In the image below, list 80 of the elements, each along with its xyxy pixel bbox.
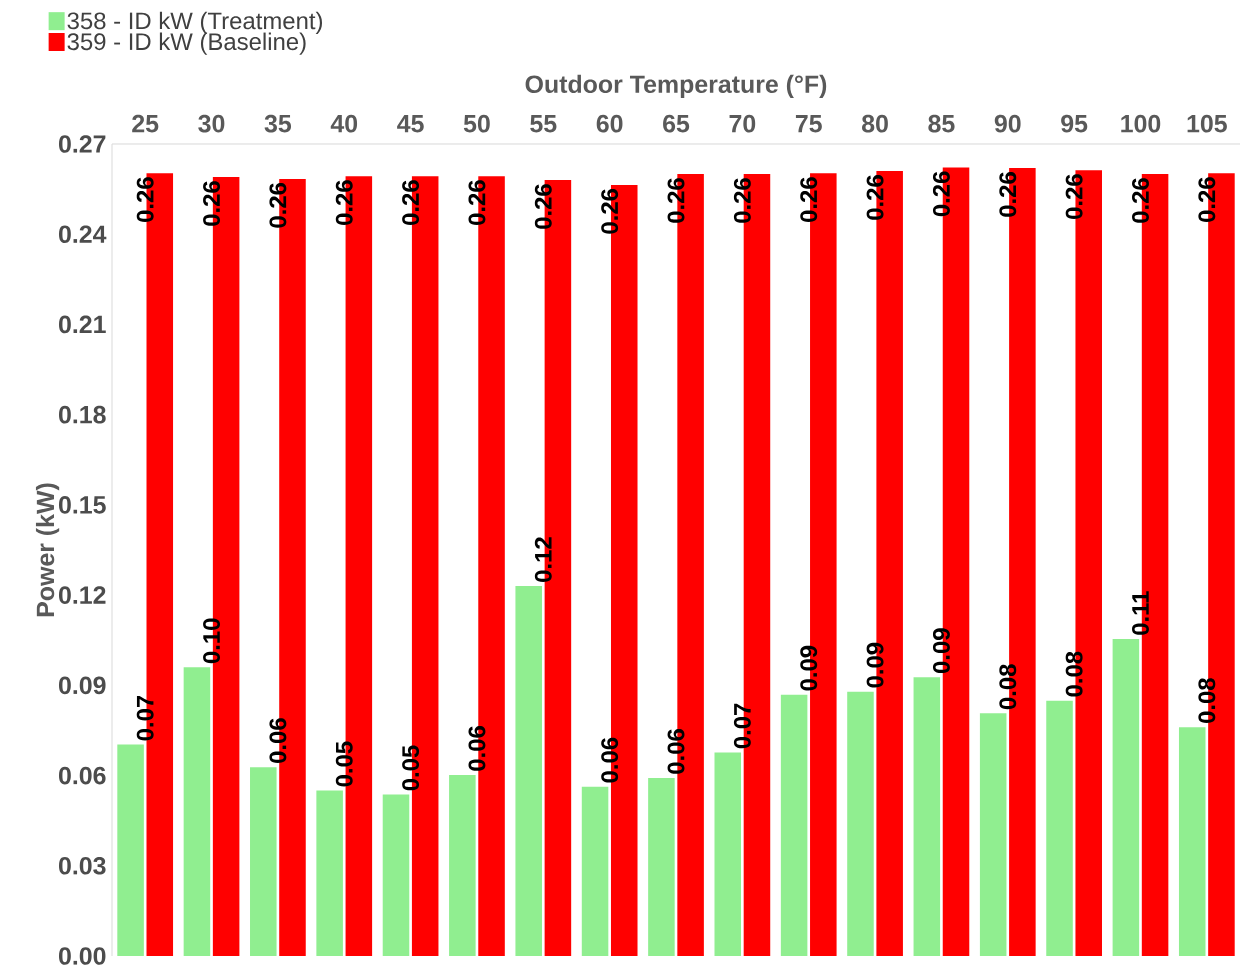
data-label: 0.06 (667, 729, 685, 774)
data-label: 0.09 (932, 628, 950, 674)
x-tick-label: 70 (729, 114, 756, 133)
y-tick-label: 0.03 (58, 856, 106, 875)
data-label: 0.26 (468, 180, 486, 225)
data-label: 0.12 (534, 537, 552, 582)
y-tick-label: 0.12 (58, 586, 106, 604)
data-label: 0.26 (1065, 174, 1083, 219)
data-label: 0.26 (866, 175, 884, 220)
bar (648, 777, 675, 956)
bar (117, 744, 144, 956)
y-axis-title: Power (kW) (35, 483, 60, 617)
data-label: 0.26 (269, 182, 287, 228)
bar (449, 774, 476, 956)
bar (780, 694, 808, 956)
data-label: 0.26 (1198, 177, 1216, 222)
data-label: 0.08 (1198, 678, 1216, 723)
x-tick-label: 100 (1121, 114, 1161, 133)
data-label: 0.26 (932, 171, 950, 217)
x-tick-label: 35 (264, 114, 292, 133)
x-tick-label: 75 (795, 115, 822, 133)
data-label: 0.07 (733, 703, 751, 749)
data-label: 0.26 (1132, 178, 1149, 223)
data-label: 0.26 (601, 188, 619, 234)
data-label: 0.08 (999, 664, 1017, 710)
data-label: 0.06 (601, 737, 619, 783)
y-tick-label: 0.18 (58, 405, 106, 424)
data-label: 0.26 (335, 180, 353, 225)
x-tick-label: 85 (928, 114, 955, 133)
bar (913, 677, 941, 956)
x-tick-label: 60 (596, 114, 623, 133)
x-tick-label: 30 (198, 114, 225, 133)
bar (1046, 700, 1073, 956)
x-tick-label: 95 (1061, 114, 1088, 133)
data-label: 0.10 (203, 618, 220, 664)
x-tick-label: 45 (397, 115, 424, 133)
x-tick-label: 25 (132, 114, 159, 133)
bar (714, 752, 742, 956)
x-tick-label: 105 (1187, 114, 1227, 133)
data-label: 0.06 (269, 718, 287, 763)
y-tick-label: 0.27 (58, 135, 106, 153)
bar (1112, 639, 1140, 956)
y-tick-label: 0.15 (58, 496, 106, 514)
y-tick-label: 0.09 (58, 676, 106, 695)
x-tick-label: 50 (463, 114, 490, 133)
bar (1178, 727, 1206, 956)
data-label: 0.09 (800, 645, 818, 691)
bar (515, 586, 542, 956)
x-tick-label: 65 (663, 114, 690, 133)
data-label: 0.26 (534, 184, 552, 229)
bar (847, 691, 874, 956)
data-label: 0.26 (136, 177, 154, 222)
data-label: 0.09 (866, 642, 884, 688)
bar (316, 790, 343, 956)
bar (250, 767, 277, 956)
data-label: 0.26 (402, 180, 420, 225)
x-axis-title: Outdoor Temperature (°F) (525, 74, 827, 98)
bar (979, 713, 1007, 956)
data-label: 0.08 (1065, 651, 1083, 697)
data-label: 0.11 (1132, 591, 1149, 635)
y-tick-label: 0.21 (58, 315, 106, 334)
x-tick-label: 40 (330, 114, 358, 133)
y-tick-label: 0.06 (58, 766, 106, 785)
y-tick-label: 0.00 (58, 947, 106, 965)
data-label: 0.26 (999, 172, 1017, 217)
data-label: 0.05 (402, 745, 420, 791)
x-tick-label: 55 (530, 115, 557, 133)
bar (382, 794, 410, 956)
data-label: 0.06 (468, 726, 486, 771)
x-tick-label: 90 (994, 114, 1021, 133)
x-tick-label: 80 (862, 114, 888, 133)
bar (183, 667, 211, 956)
data-label: 0.26 (733, 178, 751, 223)
y-tick-label: 0.24 (58, 225, 107, 244)
bar (581, 786, 609, 956)
data-label: 0.26 (800, 177, 818, 222)
data-label: 0.26 (667, 178, 685, 223)
data-label: 0.26 (203, 181, 220, 226)
data-label: 0.07 (136, 695, 154, 741)
data-label: 0.05 (335, 741, 353, 787)
